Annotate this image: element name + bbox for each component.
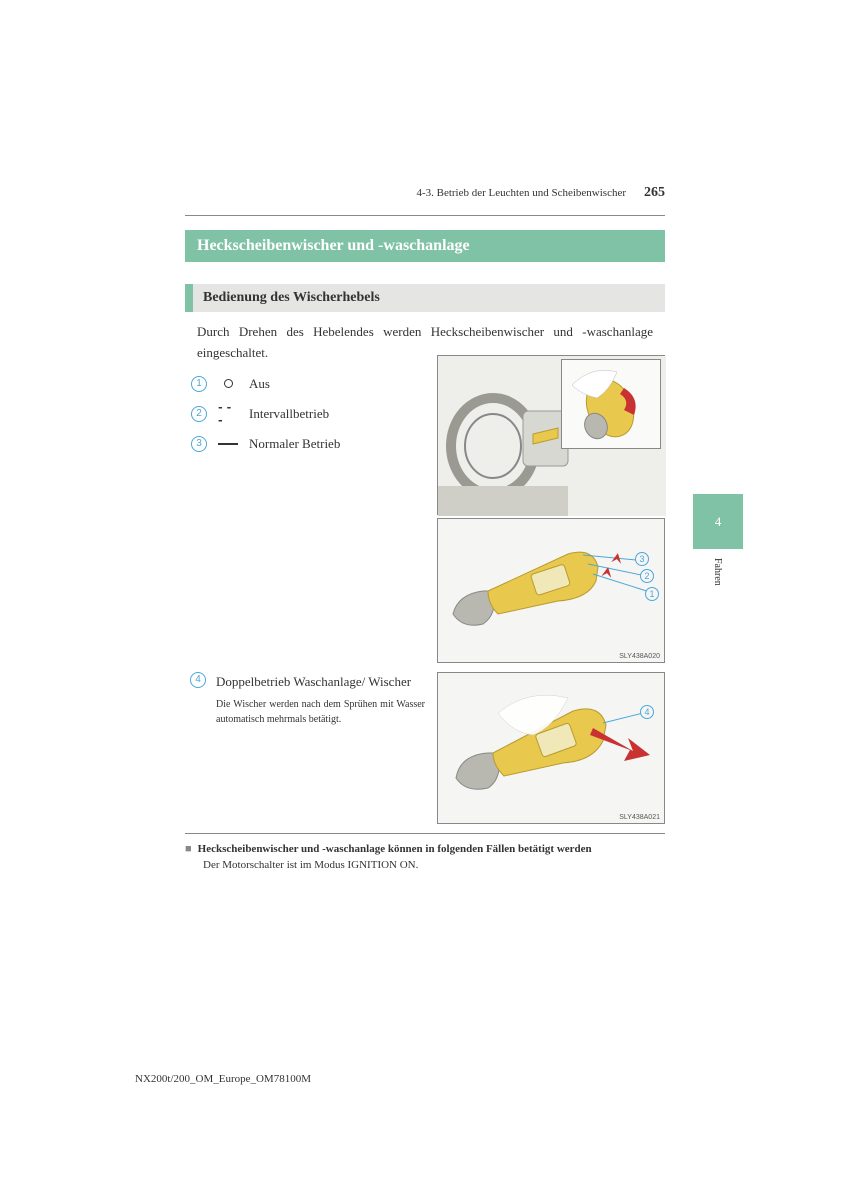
figure-lever-push: 4 SLY438A021 [437,672,665,824]
item-4-block: 4 Doppelbetrieb Waschanlage/ Wischer Die… [190,672,425,727]
section-subtitle: Bedienung des Wischerhebels [185,284,665,312]
page-title: Heckscheibenwischer und -waschanlage [185,230,665,262]
normal-icon [217,443,239,445]
footer-code: NX200t/200_OM_Europe_OM78100M [135,1073,311,1085]
figure-inset [561,359,661,449]
chapter-label: Fahren [712,558,723,586]
figure-caption: SLY438A021 [619,814,660,821]
callout-4: 4 [640,705,654,719]
figure-lever-positions: 1 2 3 SLY438A020 [437,518,665,663]
off-icon [217,379,239,388]
figure-caption: SLY438A020 [619,653,660,660]
note-header-text: Heckscheibenwischer und -waschanlage kön… [198,843,592,855]
item-label: Doppelbetrieb Waschanlage/ Wischer [216,672,425,693]
step-number: 3 [191,436,207,452]
note-body-text: Der Motorschalter ist im Modus IGNITION … [203,859,665,871]
note-block: ■ Heckscheibenwischer und -waschanlage k… [185,843,665,871]
note-marker-icon: ■ [185,843,192,855]
callout-1: 1 [645,587,659,601]
chapter-number: 4 [715,514,722,530]
step-number: 1 [191,376,207,392]
step-number: 2 [191,406,207,422]
interval-icon: --- [217,401,239,427]
step-number: 4 [190,672,206,688]
item-note: Die Wischer werden nach dem Sprühen mit … [216,697,425,727]
callout-3: 3 [635,552,649,566]
chapter-tab: 4 [693,494,743,549]
callout-2: 2 [640,569,654,583]
figure-dashboard [437,355,665,515]
section-rule [185,833,665,834]
